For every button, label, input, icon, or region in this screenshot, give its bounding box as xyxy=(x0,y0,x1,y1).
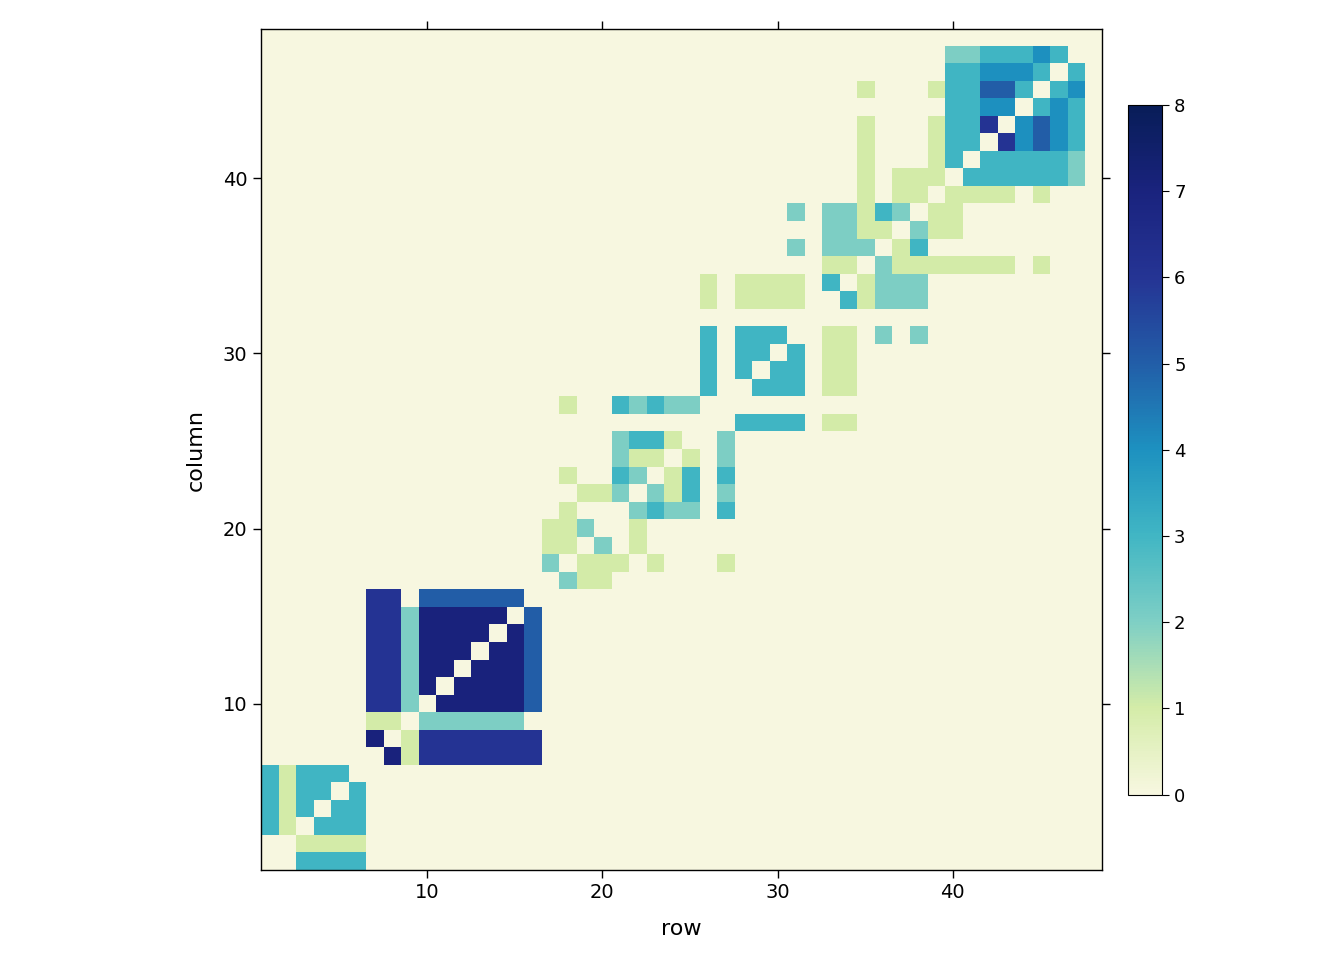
Y-axis label: column: column xyxy=(187,409,206,491)
X-axis label: row: row xyxy=(661,919,702,939)
